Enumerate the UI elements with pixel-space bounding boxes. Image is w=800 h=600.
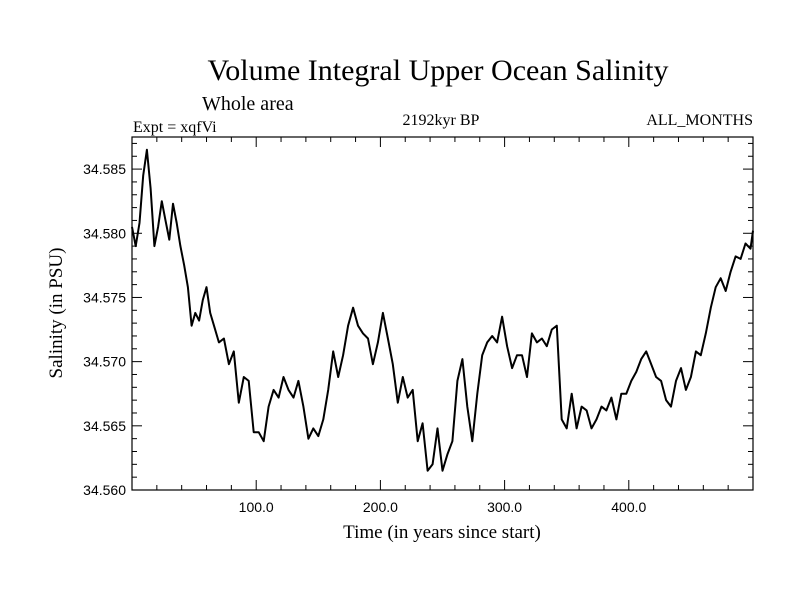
y-tick-label: 34.585 — [83, 161, 126, 177]
x-tick-label: 200.0 — [363, 499, 398, 515]
chart-subtitle: Whole area — [202, 93, 294, 115]
y-tick-label: 34.580 — [83, 225, 126, 241]
period-label: 2192kyr BP — [403, 112, 480, 129]
chart-title: Volume Integral Upper Ocean Salinity — [208, 54, 669, 87]
salinity-series-line — [131, 148, 754, 472]
x-tick-label: 100.0 — [239, 499, 274, 515]
plot-frame — [131, 136, 754, 491]
y-tick-label: 34.570 — [83, 354, 126, 370]
x-axis-ticks: 100.0 200.0 300.0 400.0 — [156, 137, 729, 515]
months-label: ALL_MONTHS — [646, 112, 753, 129]
y-tick-label: 34.565 — [83, 418, 126, 434]
y-axis-ticks: 34.560 34.565 34.570 34.575 34.580 34.585 — [83, 142, 753, 498]
y-tick-label: 34.560 — [83, 482, 126, 498]
experiment-label: Expt = xqfVi — [133, 119, 217, 136]
x-axis-label: Time (in years since start) — [343, 522, 541, 543]
y-axis-label: Salinity (in PSU) — [46, 248, 67, 379]
x-tick-label: 400.0 — [611, 499, 646, 515]
x-tick-label: 300.0 — [487, 499, 522, 515]
y-tick-label: 34.575 — [83, 289, 126, 305]
